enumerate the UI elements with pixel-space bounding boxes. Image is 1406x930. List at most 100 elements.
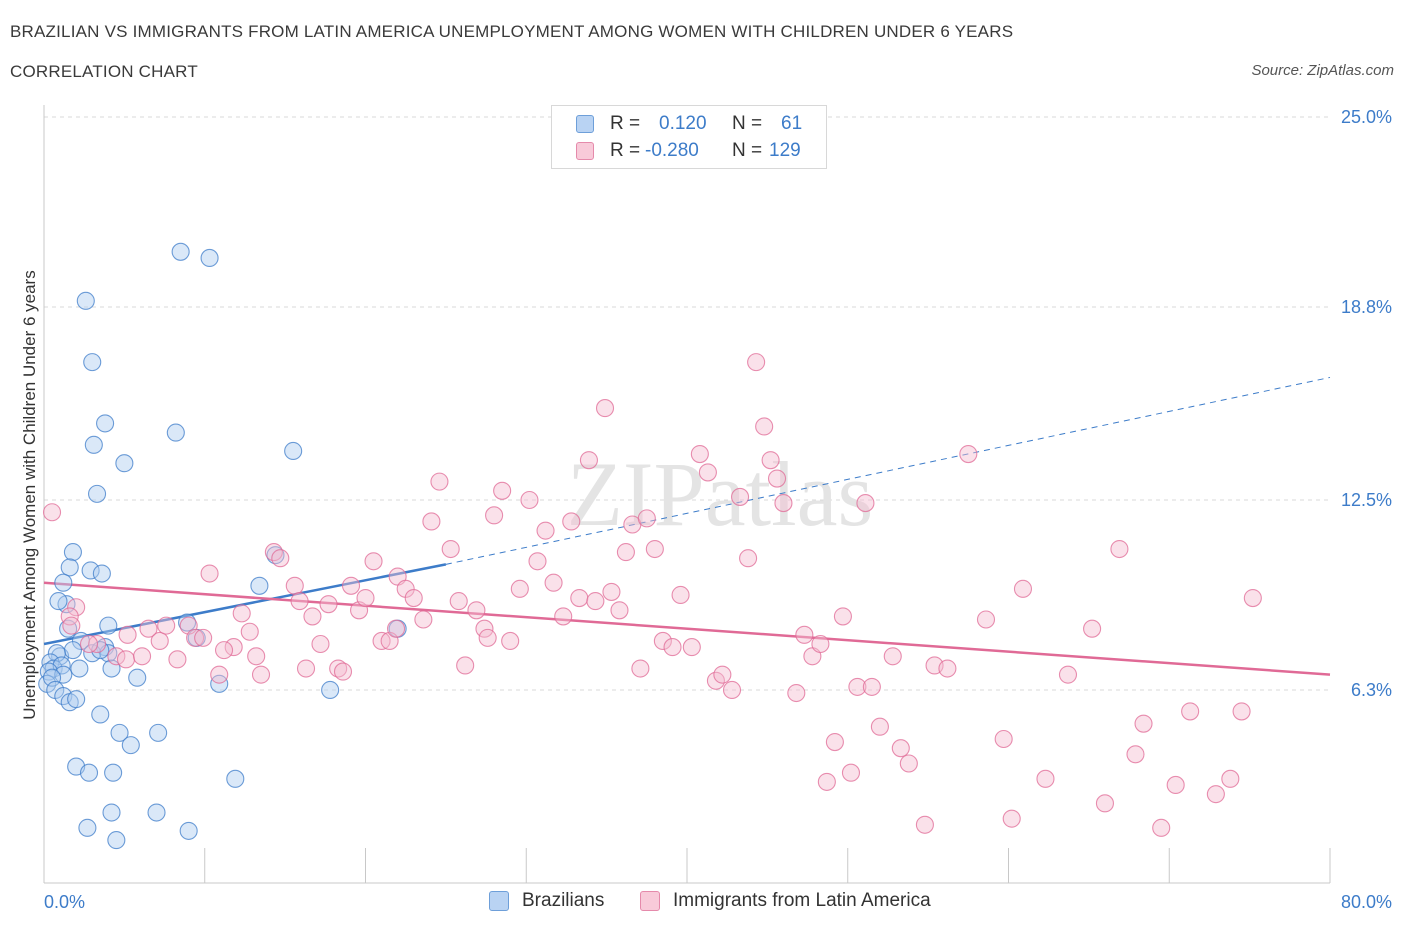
brazilian-point: [102, 803, 121, 822]
immigrant-point: [848, 677, 867, 696]
brazilian-point: [60, 558, 79, 577]
immigrant-point: [510, 579, 529, 598]
bottom-legend-swatch-pink: [640, 891, 660, 911]
x-tick-label: 80.0%: [1341, 892, 1392, 912]
immigrant-point: [79, 634, 99, 654]
immigrant-point: [1152, 818, 1171, 837]
immigrant-point: [1206, 785, 1225, 804]
immigrant-point: [456, 656, 475, 675]
y-tick-label: 6.3%: [1351, 680, 1392, 700]
grid-layer: [44, 116, 1330, 691]
immigrant-point: [817, 772, 836, 791]
immigrant-point: [682, 638, 701, 657]
brazilian-trendline: [43, 563, 447, 646]
immigrant-point: [1013, 579, 1033, 598]
immigrant-point: [290, 592, 309, 611]
immigrant-point: [150, 631, 169, 650]
immigrant-point: [671, 585, 690, 605]
immigrant-point: [579, 451, 598, 470]
immigrant-point: [449, 592, 468, 611]
watermark: ZIPatlas: [567, 443, 874, 545]
stats-legend: R = 0.120 N = 61 R = -0.280 N = 129: [551, 105, 827, 169]
trend-layer: [43, 376, 1331, 676]
immigrant-point: [441, 539, 460, 559]
immigrant-point: [528, 552, 547, 571]
immigrant-point: [891, 739, 910, 758]
immigrant-point: [224, 638, 243, 657]
brazilian-point: [115, 454, 134, 473]
immigrant-point: [870, 717, 889, 736]
immigrant-point: [811, 634, 830, 654]
labels-layer: 6.3% 12.5% 18.8% 25.0% 0.0% 80.0%: [44, 107, 1392, 912]
axes-layer: [43, 105, 1331, 884]
immigrant-point: [755, 417, 774, 436]
points-layer: [38, 242, 1262, 850]
immigrant-point: [730, 487, 750, 506]
immigrant-point: [414, 610, 433, 629]
immigrant-point: [319, 595, 338, 614]
immigrant-point: [774, 494, 793, 513]
brazilian-point: [63, 543, 82, 562]
brazilian-point: [70, 659, 89, 678]
x-tick-label: 0.0%: [44, 892, 85, 912]
legend-n-value: 129: [769, 140, 801, 161]
brazilian-point: [147, 803, 166, 822]
chart-title: BRAZILIAN VS IMMIGRANTS FROM LATIN AMERI…: [10, 22, 1014, 41]
immigrant-point: [586, 592, 605, 611]
bottom-legend-swatch-blue: [489, 891, 509, 911]
immigrant-point: [333, 662, 353, 681]
immigrant-point: [795, 625, 814, 644]
immigrant-point: [1221, 769, 1240, 788]
immigrant-point: [637, 509, 656, 528]
brazilian-point: [84, 435, 103, 454]
brazilian-trendline-extension: [445, 376, 1331, 565]
immigrant-point: [251, 665, 271, 684]
immigrant-point: [1110, 539, 1129, 559]
brazilian-point: [321, 680, 340, 700]
immigrant-point: [1134, 714, 1153, 733]
immigrant-point: [107, 647, 126, 666]
bottom-legend-label: Brazilians: [522, 890, 605, 911]
legend-r-value: 0.120: [659, 113, 707, 134]
immigrant-point: [296, 659, 316, 678]
immigrant-point: [247, 647, 266, 666]
immigrant-point: [60, 607, 79, 626]
immigrant-point: [67, 598, 86, 617]
brazilian-point: [99, 616, 118, 635]
immigrant-point: [825, 733, 844, 752]
legend-n-label: N =: [732, 140, 763, 161]
legend-swatch-blue: [576, 115, 594, 133]
brazilian-point: [54, 665, 73, 684]
immigrant-point: [959, 444, 978, 464]
immigrant-point: [520, 490, 539, 510]
immigrant-point: [133, 647, 152, 666]
y-tick-label: 18.8%: [1341, 297, 1392, 317]
immigrant-point: [430, 472, 449, 491]
brazilian-point: [81, 561, 100, 580]
immigrant-point: [404, 588, 423, 608]
brazilian-point: [284, 441, 303, 461]
immigrant-point: [194, 628, 213, 647]
brazilian-point: [226, 769, 245, 788]
immigrant-point: [341, 576, 361, 595]
immigrant-point: [616, 543, 635, 562]
chart-subtitle: CORRELATION CHART: [10, 62, 198, 81]
y-axis-label: Unemployment Among Women with Children U…: [20, 270, 39, 720]
immigrant-point: [493, 481, 512, 500]
immigrant-point: [856, 494, 875, 513]
immigrant-point: [200, 564, 219, 583]
immigrant-point: [240, 622, 259, 641]
immigrant-point: [698, 463, 717, 482]
immigrant-point: [168, 650, 187, 669]
immigrant-point: [364, 552, 383, 571]
y-tick-label: 25.0%: [1341, 107, 1392, 127]
immigrant-point: [767, 469, 787, 488]
immigrant-point: [422, 512, 441, 531]
brazilian-point: [76, 291, 95, 310]
immigrant-point: [1036, 769, 1055, 788]
immigrant-point: [663, 638, 682, 657]
immigrant-point: [761, 451, 780, 470]
immigrant-point: [1181, 702, 1200, 721]
immigrant-point: [747, 353, 766, 372]
